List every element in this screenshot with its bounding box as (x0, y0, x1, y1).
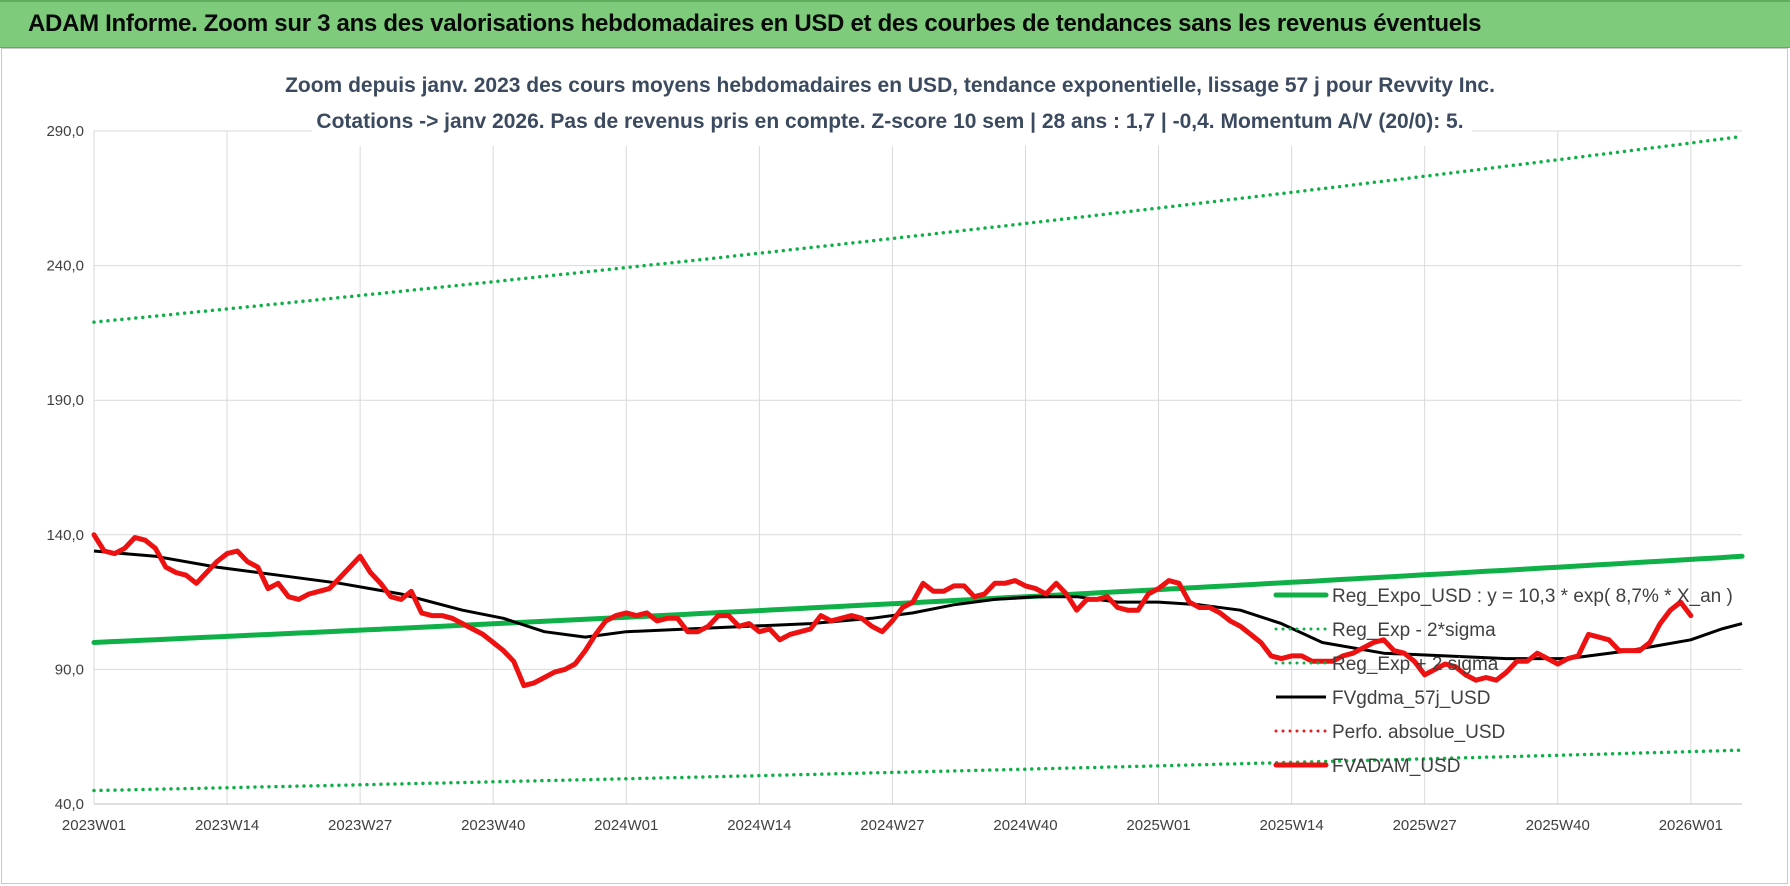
x-tick-label: 2023W01 (62, 817, 126, 834)
header-bar: ADAM Informe. Zoom sur 3 ans des valoris… (0, 0, 1790, 48)
x-tick-label: 2023W27 (328, 817, 392, 834)
x-tick-label: 2025W01 (1126, 817, 1190, 834)
legend-item-upper-band: Reg_Exp + 2 sigma (1274, 654, 1499, 675)
legend-item-exp-trend: Reg_Expo_USD : y = 10,3 * exp( 8,7% * X_… (1273, 586, 1733, 607)
y-tick-label: 290,0 (46, 123, 84, 140)
x-tick-label: 2025W40 (1526, 817, 1590, 834)
legend-item-smoothed: FVgdma_57j_USD (1276, 688, 1490, 709)
legend: Reg_Expo_USD : y = 10,3 * exp( 8,7% * X_… (1273, 586, 1733, 777)
x-tick-label: 2024W27 (860, 817, 924, 834)
grid (93, 130, 1742, 805)
chart-title-background (312, 66, 1472, 146)
legend-item-lower-band: Reg_Exp - 2*sigma (1274, 620, 1496, 641)
y-tick-label: 40,0 (55, 796, 84, 813)
legend-item-perfo: Perfo. absolue_USD (1274, 722, 1505, 743)
series-price (91, 532, 1694, 689)
legend-label: Perfo. absolue_USD (1332, 722, 1505, 743)
x-tick-label: 2023W14 (195, 817, 259, 834)
legend-label: Reg_Exp + 2 sigma (1332, 654, 1499, 675)
x-tick-label: 2023W40 (461, 817, 525, 834)
chart-title-line-1: Zoom depuis janv. 2023 des cours moyens … (285, 74, 1495, 97)
series-lower-band (92, 748, 1744, 793)
y-tick-label: 140,0 (46, 527, 84, 544)
legend-label: Reg_Exp - 2*sigma (1332, 620, 1496, 641)
series-layer (91, 134, 1745, 793)
series-exp-trend (91, 553, 1745, 645)
x-tick-label: 2024W01 (594, 817, 658, 834)
x-tick-label: 2025W14 (1260, 817, 1324, 834)
y-tick-label: 240,0 (46, 258, 84, 275)
page-title: ADAM Informe. Zoom sur 3 ans des valoris… (28, 10, 1482, 37)
axis-labels: 290,0 240,0 190,0 140,0 90,0 40,0 2023W01 2023W… (46, 123, 1722, 834)
y-tick-label: 90,0 (55, 661, 84, 678)
x-tick-label: 2025W27 (1393, 817, 1457, 834)
x-tick-label: 2024W14 (727, 817, 791, 834)
chart-frame (1, 48, 1788, 884)
series-smoothed-57j (93, 549, 1743, 661)
series-upper-band (92, 134, 1744, 324)
legend-label: FVgdma_57j_USD (1332, 688, 1490, 709)
legend-label: FVADAM_USD (1332, 756, 1460, 777)
chart-title-line-2: Cotations -> janv 2026. Pas de revenus p… (316, 110, 1463, 133)
legend-item-price: FVADAM_USD (1273, 756, 1460, 777)
x-tick-label: 2024W40 (993, 817, 1057, 834)
legend-label: Reg_Expo_USD : y = 10,3 * exp( 8,7% * X_… (1332, 586, 1733, 607)
y-tick-label: 190,0 (46, 392, 84, 409)
x-tick-label: 2026W01 (1659, 817, 1723, 834)
